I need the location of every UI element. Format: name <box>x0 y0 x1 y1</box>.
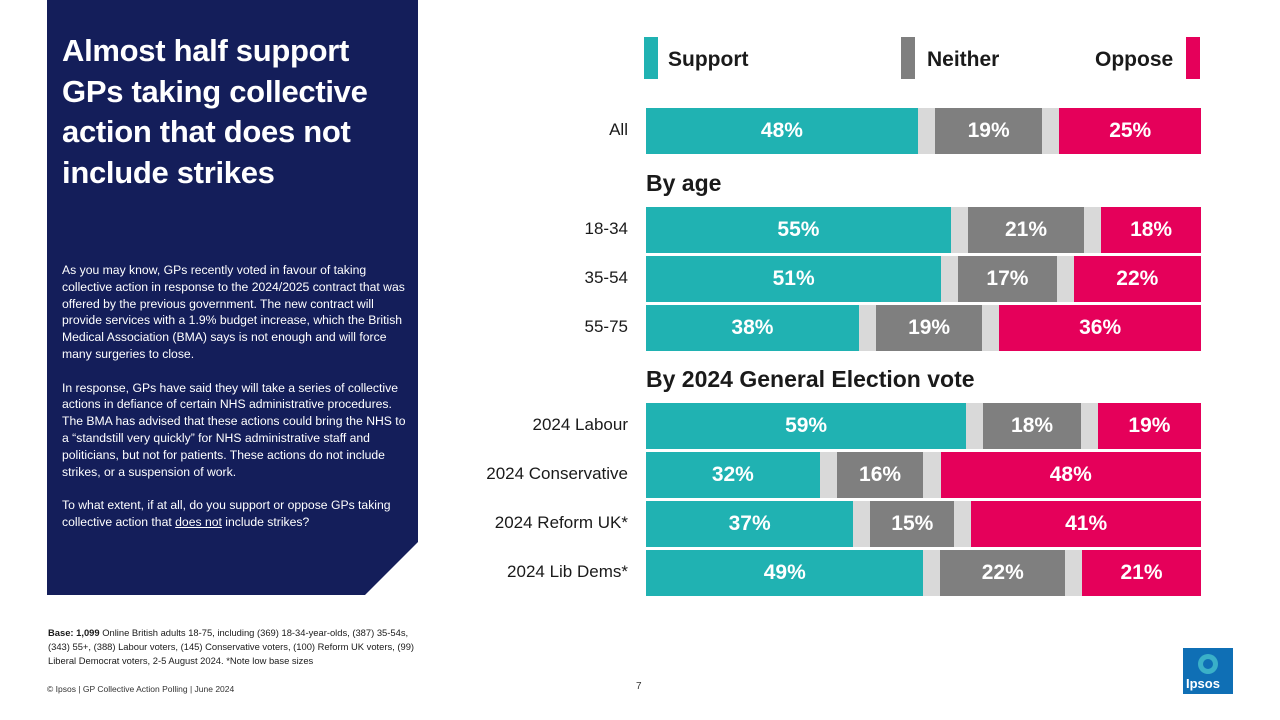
oppose-value-label: 22% <box>1116 267 1159 290</box>
legend-neither-label: Neither <box>927 48 1000 71</box>
neither-value-label: 19% <box>908 316 951 339</box>
legend-oppose: Oppose <box>1095 37 1200 79</box>
legend-oppose-label: Oppose <box>1095 48 1174 71</box>
question-emphasis: does not <box>175 514 222 529</box>
page-title: Almost half support GPs taking collectiv… <box>62 33 368 190</box>
row-label: 35-54 <box>584 268 628 287</box>
neither-bar: 18% <box>983 403 1081 449</box>
row-label: 2024 Labour <box>532 415 628 434</box>
support-bar: 55% <box>646 207 951 253</box>
oppose-value-label: 19% <box>1128 414 1171 437</box>
oppose-bar: 22% <box>1073 256 1201 302</box>
neither-value-label: 19% <box>967 119 1010 142</box>
bar-row: 38% 19% 36% <box>646 305 1201 351</box>
support-bar: 37% <box>646 501 854 547</box>
logo-mark-icon <box>1198 654 1218 674</box>
oppose-value-label: 21% <box>1120 561 1163 584</box>
support-value-label: 59% <box>785 414 828 437</box>
support-bar: 59% <box>646 403 967 449</box>
support-value-label: 37% <box>728 512 771 535</box>
neither-value-label: 21% <box>1005 218 1048 241</box>
neither-value-label: 15% <box>891 512 934 535</box>
bar-row: 59% 18% 19% <box>646 403 1201 449</box>
support-value-label: 51% <box>772 267 815 290</box>
neither-bar: 19% <box>875 305 983 351</box>
row-label: 2024 Reform UK* <box>494 513 628 532</box>
bar-row: 48% 19% 25% <box>646 108 1201 154</box>
oppose-value-label: 41% <box>1065 512 1108 535</box>
bar-row: 37% 15% 41% <box>646 501 1201 547</box>
oppose-bar: 41% <box>971 501 1201 547</box>
oppose-bar: 48% <box>940 452 1201 498</box>
oppose-value-label: 36% <box>1079 316 1122 339</box>
oppose-value-label: 48% <box>1049 463 1092 486</box>
oppose-bar: 19% <box>1097 403 1201 449</box>
bar-row: 55% 21% 18% <box>646 207 1201 253</box>
support-value-label: 38% <box>731 316 774 339</box>
neither-value-label: 18% <box>1011 414 1054 437</box>
neither-bar: 19% <box>934 108 1043 154</box>
row-label: 18-34 <box>584 219 628 238</box>
legend-neither-swatch <box>901 37 915 79</box>
support-bar: 51% <box>646 256 942 302</box>
support-value-label: 32% <box>711 463 754 486</box>
question-text-end: include strikes? <box>221 514 310 529</box>
row-label: All <box>609 120 628 139</box>
base-label: Base: 1,099 <box>48 627 100 638</box>
logo-text: Ipsos <box>1186 676 1220 691</box>
oppose-value-label: 18% <box>1130 218 1173 241</box>
support-value-label: 55% <box>777 218 820 241</box>
support-bar: 38% <box>646 305 859 351</box>
support-value-label: 49% <box>763 561 806 584</box>
heading-by-vote: By 2024 General Election vote <box>646 366 975 392</box>
neither-bar: 15% <box>870 501 955 547</box>
question-context: As you may know, GPs recently voted in f… <box>62 262 407 531</box>
oppose-bar: 25% <box>1059 108 1201 154</box>
neither-value-label: 16% <box>859 463 902 486</box>
legend-support-label: Support <box>668 48 749 71</box>
neither-bar: 21% <box>967 207 1085 253</box>
neither-value-label: 17% <box>986 267 1029 290</box>
neither-value-label: 22% <box>981 561 1024 584</box>
support-bar: 49% <box>646 550 924 596</box>
bar-row: 49% 22% 21% <box>646 550 1201 596</box>
base-note: Base: 1,099 Online British adults 18-75,… <box>48 626 420 668</box>
context-paragraph-2: In response, GPs have said they will tak… <box>62 380 406 479</box>
support-value-label: 48% <box>760 119 803 142</box>
legend-support-swatch <box>644 37 658 79</box>
neither-bar: 16% <box>836 452 924 498</box>
legend-oppose-swatch <box>1186 37 1200 79</box>
intro-panel: Almost half support GPs taking collectiv… <box>47 0 418 595</box>
support-bar: 32% <box>646 452 820 498</box>
row-label: 2024 Conservative <box>486 464 628 483</box>
heading-by-age: By age <box>646 170 722 196</box>
page-number: 7 <box>636 681 642 692</box>
oppose-bar: 18% <box>1101 207 1201 253</box>
row-label: 2024 Lib Dems* <box>507 562 628 581</box>
bar-row: 51% 17% 22% <box>646 256 1201 302</box>
neither-bar: 17% <box>958 256 1057 302</box>
context-paragraph-1: As you may know, GPs recently voted in f… <box>62 263 405 361</box>
support-bar: 48% <box>646 108 918 154</box>
survey-question: To what extent, if at all, do you suppor… <box>62 497 407 531</box>
oppose-value-label: 25% <box>1109 119 1152 142</box>
question-text-start: To what extent, if at all, do you suppor… <box>62 498 391 529</box>
row-label: 55-75 <box>584 317 628 336</box>
oppose-bar: 36% <box>999 305 1201 351</box>
ipsos-logo: Ipsos <box>1183 648 1233 694</box>
neither-bar: 22% <box>940 550 1066 596</box>
footer-copyright: © Ipsos | GP Collective Action Polling |… <box>47 684 235 694</box>
oppose-bar: 21% <box>1082 550 1201 596</box>
bar-row: 32% 16% 48% <box>646 452 1201 498</box>
base-text: Online British adults 18-75, including (… <box>48 627 415 666</box>
